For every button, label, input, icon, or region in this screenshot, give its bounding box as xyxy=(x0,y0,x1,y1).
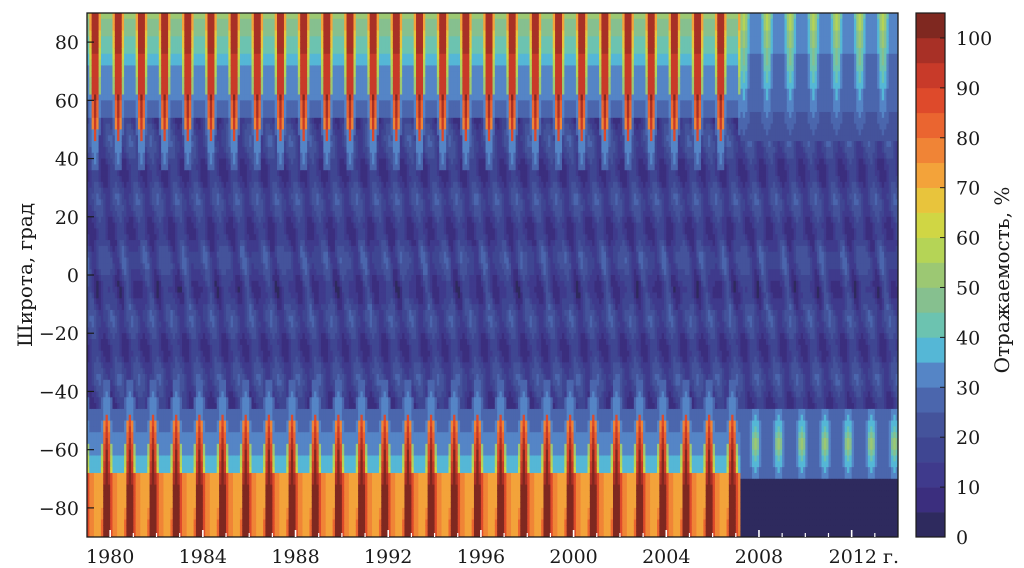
x-tick-label: 1980 xyxy=(86,546,134,568)
x-tick-label: 1992 xyxy=(364,546,412,568)
y-tick-label: −40 xyxy=(39,381,79,403)
colorbar-frame xyxy=(915,12,946,538)
y-tick-label: 0 xyxy=(67,265,79,287)
colorbar-tick-label: 50 xyxy=(956,277,980,299)
colorbar-tick-label: 30 xyxy=(956,377,980,399)
colorbar-swatch xyxy=(916,212,945,238)
y-tick-label: 40 xyxy=(55,149,79,171)
colorbar-tick-label: 80 xyxy=(956,128,980,150)
y-axis-label: Широта, град xyxy=(13,203,37,347)
x-tick-label: 1984 xyxy=(179,546,227,568)
x-tick-label: 2008 xyxy=(735,546,783,568)
colorbar-swatch xyxy=(916,37,945,64)
colorbar-swatch xyxy=(916,13,945,39)
x-tick-label: 1996 xyxy=(457,546,505,568)
colorbar: 0 10 20 30 40 50 60 70 80 90 100 xyxy=(915,12,992,549)
colorbar-tick-label: 20 xyxy=(956,427,980,449)
y-axis: 80 60 40 20 0 −20 −40 −60 −80 xyxy=(39,32,94,520)
colorbar-swatch xyxy=(916,362,945,388)
colorbar-swatch xyxy=(916,187,945,213)
colorbar-swatch xyxy=(916,487,945,513)
x-axis: 1980 1984 1988 1992 1996 2000 2004 2008 2012 г. xyxy=(86,530,899,568)
y-tick-label: 20 xyxy=(55,207,79,229)
colorbar-tick-label: 10 xyxy=(956,477,980,499)
colorbar-tick-label: 60 xyxy=(956,228,980,250)
colorbar-swatch xyxy=(916,512,945,538)
colorbar-swatch xyxy=(916,137,945,164)
x-tick-label: 2012 г. xyxy=(829,546,899,568)
x-tick-label: 2000 xyxy=(549,546,597,568)
colorbar-tick-label: 0 xyxy=(956,527,968,549)
colorbar-swatch xyxy=(916,262,945,288)
colorbar-swatch xyxy=(916,462,945,488)
colorbar-swatch xyxy=(916,237,945,263)
colorbar-swatch xyxy=(916,87,945,114)
x-tick-label: 1988 xyxy=(271,546,319,568)
colorbar-label: Отражаемость, % xyxy=(990,187,1014,374)
y-tick-label: −80 xyxy=(39,498,79,520)
colorbar-tick-label: 40 xyxy=(956,327,980,349)
colorbar-swatch xyxy=(916,337,945,363)
colorbar-swatch xyxy=(916,387,945,413)
x-tick-label: 2004 xyxy=(642,546,690,568)
heatmap-field xyxy=(87,13,898,537)
y-tick-label: −60 xyxy=(39,440,79,462)
colorbar-swatch xyxy=(916,112,945,139)
colorbar-swatch xyxy=(916,62,945,89)
colorbar-swatch xyxy=(916,412,945,438)
colorbar-swatch xyxy=(916,312,945,338)
colorbar-tick-label: 70 xyxy=(956,178,980,200)
y-tick-label: 80 xyxy=(55,32,79,54)
colorbar-tick-label: 100 xyxy=(956,28,992,50)
colorbar-swatch xyxy=(916,437,945,463)
y-tick-label: 60 xyxy=(55,90,79,112)
colorbar-swatch xyxy=(916,162,945,188)
colorbar-tick-label: 90 xyxy=(956,78,980,100)
colorbar-swatch xyxy=(916,287,945,313)
y-tick-label: −20 xyxy=(39,323,79,345)
